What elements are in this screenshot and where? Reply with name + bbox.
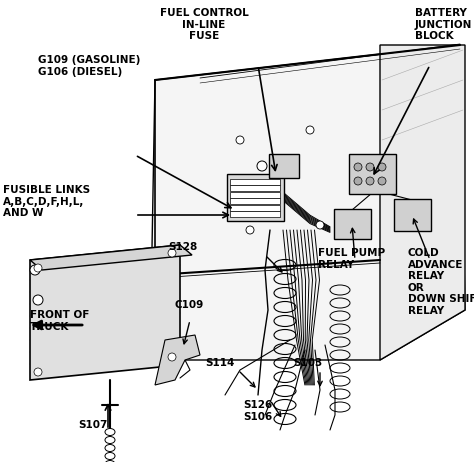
Circle shape [168,249,176,257]
FancyBboxPatch shape [230,185,281,191]
FancyBboxPatch shape [230,198,281,204]
Text: S114: S114 [205,358,235,368]
Polygon shape [380,45,465,360]
FancyBboxPatch shape [227,174,284,221]
Circle shape [33,295,43,305]
Text: S128: S128 [168,242,197,252]
FancyBboxPatch shape [230,211,281,217]
Text: S107: S107 [78,420,108,430]
Text: FRONT OF
TRUCK: FRONT OF TRUCK [30,310,90,332]
Circle shape [354,177,362,185]
Text: G109 (GASOLINE)
G106 (DIESEL): G109 (GASOLINE) G106 (DIESEL) [38,55,140,77]
Circle shape [306,126,314,134]
FancyBboxPatch shape [334,209,371,239]
FancyBboxPatch shape [230,192,281,197]
FancyBboxPatch shape [230,178,281,184]
Text: BATTERY
JUNCTION
BLOCK: BATTERY JUNCTION BLOCK [415,8,473,41]
Text: S126
S106: S126 S106 [243,400,273,422]
Circle shape [246,226,254,234]
Ellipse shape [105,444,115,451]
Ellipse shape [105,437,115,444]
Polygon shape [30,245,180,380]
Circle shape [354,163,362,171]
Circle shape [366,163,374,171]
Polygon shape [150,45,465,360]
FancyBboxPatch shape [230,205,281,211]
Circle shape [30,265,40,275]
Text: FUEL CONTROL
IN-LINE
FUSE: FUEL CONTROL IN-LINE FUSE [160,8,248,41]
Circle shape [236,136,244,144]
Polygon shape [30,245,192,270]
Text: COLD
ADVANCE
RELAY
OR
DOWN SHIFT
RELAY: COLD ADVANCE RELAY OR DOWN SHIFT RELAY [408,248,474,316]
FancyBboxPatch shape [394,199,431,231]
Text: FUEL PUMP
RELAY: FUEL PUMP RELAY [318,248,385,270]
FancyBboxPatch shape [269,154,299,178]
Text: FUSIBLE LINKS
A,B,C,D,F,H,L,
AND W: FUSIBLE LINKS A,B,C,D,F,H,L, AND W [3,185,90,218]
Text: S103: S103 [293,358,323,368]
Text: C109: C109 [175,300,204,310]
Circle shape [366,177,374,185]
Circle shape [257,161,267,171]
Ellipse shape [105,428,115,436]
Ellipse shape [105,461,115,462]
Circle shape [168,353,176,361]
Circle shape [378,163,386,171]
Circle shape [316,221,324,229]
Ellipse shape [105,452,115,460]
Circle shape [34,368,42,376]
Polygon shape [155,335,200,385]
FancyBboxPatch shape [349,154,396,194]
Circle shape [378,177,386,185]
Circle shape [34,264,42,272]
